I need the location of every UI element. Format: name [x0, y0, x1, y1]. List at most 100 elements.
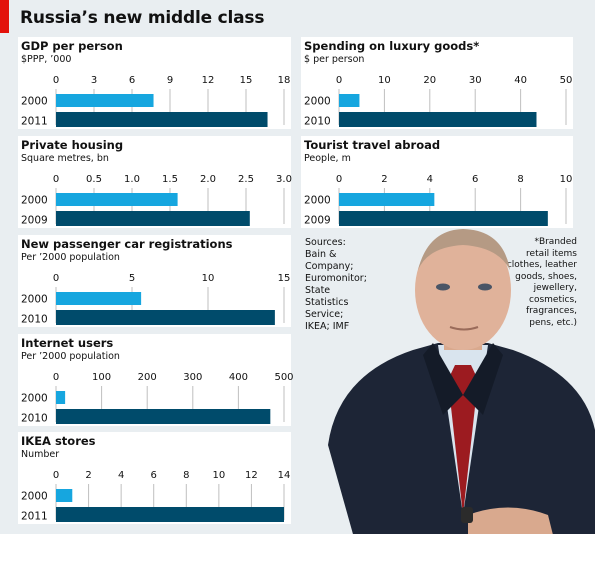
chart-subtitle: Per ’2000 population: [21, 351, 120, 362]
category-label: 2011: [21, 116, 48, 128]
tick-label: 10: [212, 470, 225, 481]
tick-label: 0: [53, 470, 59, 481]
bar-2000: [339, 94, 360, 107]
tick-label: 4: [118, 470, 124, 481]
tick-label: 0: [53, 174, 59, 185]
tick-label: 50: [560, 75, 573, 86]
tick-label: 10: [202, 273, 215, 284]
chart-title: Internet users: [21, 336, 114, 350]
chart-panel-internet: Internet users Per ’2000 population 0 100 20…: [18, 334, 294, 426]
bar-2011: [56, 112, 268, 127]
tick-label: 6: [472, 174, 478, 185]
bar-2000: [56, 193, 178, 206]
bar-chart: 0 2 4 6 8 10 12 14 2000 2011: [21, 470, 291, 523]
chart-subtitle: $ per person: [304, 54, 365, 65]
tick-label: 30: [469, 75, 482, 86]
category-label: 2000: [304, 195, 331, 207]
chart-subtitle: Number: [21, 449, 60, 460]
chart-title: Tourist travel abroad: [304, 138, 441, 152]
tick-label: 300: [183, 372, 202, 383]
chart-panel-cars: New passenger car registrations Per ’2000…: [18, 235, 291, 327]
tick-label: 8: [183, 470, 189, 481]
chart-subtitle: Square metres, bn: [21, 153, 109, 164]
category-label: 2000: [21, 195, 48, 207]
chart-title: GDP per person: [21, 39, 123, 53]
tick-label: 10: [560, 174, 573, 185]
chart-panel-ikea: IKEA stores Number 0 2 4 6 8 10 12 14 2000 2011: [18, 432, 291, 524]
tick-label: 3: [91, 75, 97, 86]
category-label: 2010: [304, 116, 331, 128]
portrait-photo: [328, 229, 595, 552]
sources-note: Sources: Bain & Company; Euromonitor; St…: [305, 237, 367, 332]
chart-title: New passenger car registrations: [21, 237, 233, 251]
tick-label: 0: [53, 75, 59, 86]
category-label: 2000: [21, 96, 48, 108]
tick-label: 1.5: [162, 174, 178, 185]
tick-label: 2: [381, 174, 387, 185]
tick-label: 15: [278, 273, 291, 284]
bar-2000: [339, 193, 435, 206]
tick-label: 2.0: [200, 174, 216, 185]
tick-label: 2: [85, 470, 91, 481]
bar-2010: [56, 310, 275, 325]
tick-label: 200: [138, 372, 157, 383]
tick-label: 2.5: [238, 174, 254, 185]
page-title: Russia’s new middle class: [20, 8, 265, 28]
bar-chart: 0 3 6 9 12 15 18 2000 2011: [21, 75, 291, 128]
chart-subtitle: People, m: [304, 153, 351, 164]
tick-label: 12: [202, 75, 215, 86]
bar-2009: [339, 211, 548, 226]
tick-label: 0.5: [86, 174, 102, 185]
bar-2009: [56, 211, 250, 226]
bar-chart: 0 5 10 15 2000 2010: [21, 273, 291, 326]
category-label: 2009: [304, 215, 331, 227]
tick-label: 500: [274, 372, 293, 383]
category-label: 2000: [21, 294, 48, 306]
tick-label: 400: [229, 372, 248, 383]
tick-label: 100: [92, 372, 111, 383]
chart-title: Private housing: [21, 138, 124, 152]
bar-chart: 0 0.5 1.0 1.5 2.0 2.5 3.0 2000 2009: [21, 174, 292, 227]
chart-panel-gdp: GDP per person $PPP, ’000 0 3 6 9 12 15 18 2000 20…: [18, 37, 291, 129]
luxury-footnote: *Branded retail items (clothes, leather …: [503, 237, 577, 328]
chart-panel-luxury: Spending on luxury goods* $ per person 0 10…: [301, 37, 573, 129]
tick-label: 18: [278, 75, 291, 86]
tick-label: 6: [151, 470, 157, 481]
tick-label: 8: [517, 174, 523, 185]
tick-label: 0: [336, 75, 342, 86]
category-label: 2000: [21, 393, 48, 405]
category-label: 2009: [21, 215, 48, 227]
tick-label: 20: [423, 75, 436, 86]
bar-2010: [339, 112, 537, 127]
footer-strip: [0, 534, 595, 567]
tick-label: 1.0: [124, 174, 140, 185]
chart-panel-tourism: Tourist travel abroad People, m 0 2 4 6 8 10 200…: [301, 136, 573, 228]
bar-2000: [56, 94, 154, 107]
red-accent-tab: [0, 0, 9, 33]
chart-panel-housing: Private housing Square metres, bn 0 0.5 1.0 1…: [18, 136, 292, 228]
chart-title: Spending on luxury goods*: [304, 39, 480, 53]
bar-chart: 0 10 20 30 40 50 2000 2010: [304, 75, 573, 128]
tick-label: 5: [129, 273, 135, 284]
category-label: 2000: [304, 96, 331, 108]
bar-chart: 0 2 4 6 8 10 2000 2009: [304, 174, 573, 227]
tick-label: 3.0: [276, 174, 292, 185]
tick-label: 6: [129, 75, 135, 86]
tick-label: 15: [240, 75, 253, 86]
chart-subtitle: $PPP, ’000: [21, 54, 72, 65]
tick-label: 0: [53, 273, 59, 284]
bar-2011: [56, 507, 284, 522]
category-label: 2010: [21, 413, 48, 425]
tick-label: 40: [514, 75, 527, 86]
category-label: 2000: [21, 491, 48, 503]
tick-label: 9: [167, 75, 173, 86]
tick-label: 10: [378, 75, 391, 86]
bar-2010: [56, 409, 271, 424]
tick-label: 0: [53, 372, 59, 383]
bar-2000: [56, 489, 73, 502]
chart-subtitle: Per ’2000 population: [21, 252, 120, 263]
tick-label: 12: [245, 470, 258, 481]
category-label: 2011: [21, 511, 48, 523]
bar-2000: [56, 292, 142, 305]
tick-label: 14: [278, 470, 291, 481]
